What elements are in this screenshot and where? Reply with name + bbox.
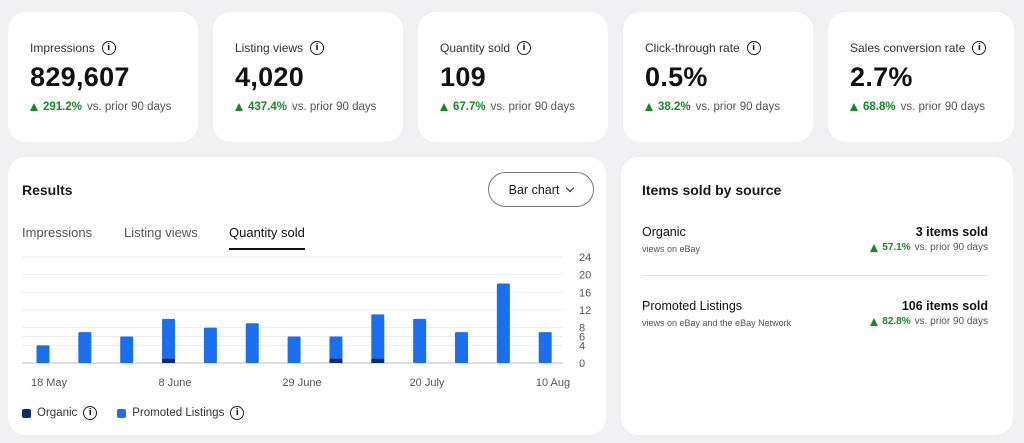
arrow-up-icon <box>235 103 243 111</box>
kpi-value: 2.7% <box>850 62 913 92</box>
bar-promoted-listings[interactable] <box>371 314 385 359</box>
source-name: Organic <box>642 225 686 239</box>
kpi-value: 0.5% <box>645 62 708 92</box>
source-comparison: vs. prior 90 days <box>914 242 988 253</box>
y-tick-label: 4 <box>579 340 585 352</box>
kpi-change: 68.8% <box>863 101 896 113</box>
x-tick-label: 18 May <box>31 377 68 389</box>
bar-promoted-listings[interactable] <box>455 332 468 363</box>
y-tick-label: 24 <box>579 252 591 264</box>
bar-promoted-listings[interactable] <box>203 327 217 363</box>
arrow-up-icon <box>440 103 448 111</box>
arrow-up-icon <box>645 103 653 111</box>
kpi-comparison: vs. prior 90 days <box>490 101 575 113</box>
bar-organic[interactable] <box>162 358 176 363</box>
kpi-change: 67.7% <box>453 101 486 113</box>
kpi-label: Quantity sold <box>440 41 511 55</box>
kpi-comparison: vs. prior 90 days <box>695 101 780 113</box>
y-tick-label: 20 <box>579 270 591 282</box>
info-icon[interactable]: i <box>101 41 116 55</box>
divider <box>642 275 988 276</box>
x-tick-label: 8 June <box>158 377 191 389</box>
tab-impressions[interactable]: Impressions <box>22 225 93 240</box>
kpi-value: 109 <box>440 62 486 92</box>
bar-promoted-listings[interactable] <box>287 336 301 364</box>
tab-listing-views[interactable]: Listing views <box>124 225 198 240</box>
kpi-change: 291.2% <box>43 101 83 113</box>
legend-item-promoted-listings: Promoted Listings i <box>117 406 245 420</box>
kpi-card-click-through-rate: Click-through rate i 0.5% 38.2% vs. prior … <box>623 12 813 142</box>
results-bar-chart: 0 468 12 16 20 24 18 May 8 June 29 June 20 July 1… <box>22 252 591 389</box>
bar-promoted-listings[interactable] <box>496 283 510 364</box>
chart-type-label: Bar chart <box>508 182 560 197</box>
kpi-card-quantity-sold: Quantity sold i 109 67.7% vs. prior 90 day… <box>418 12 608 142</box>
items-sold-by-source-card: Items sold by source Organic views on eB… <box>621 157 1013 435</box>
bar-promoted-listings[interactable] <box>329 336 343 359</box>
tab-quantity-sold[interactable]: Quantity sold <box>229 225 305 250</box>
bar-promoted-listings[interactable] <box>120 336 134 364</box>
x-tick-label: 29 June <box>282 377 321 389</box>
y-tick-label: 12 <box>579 305 591 317</box>
y-tick-label: 16 <box>579 287 591 299</box>
source-row-promoted-listings: Promoted Listings views on eBay and the … <box>642 299 988 328</box>
kpi-change: 38.2% <box>658 101 691 113</box>
arrow-up-icon <box>30 103 38 111</box>
info-icon[interactable]: i <box>230 406 245 420</box>
kpi-label: Impressions <box>30 41 95 55</box>
kpi-label: Sales conversion rate <box>850 41 966 55</box>
kpi-value: 4,020 <box>235 62 305 92</box>
info-icon[interactable]: i <box>310 41 325 55</box>
y-tick-label: 6 <box>579 332 585 344</box>
kpi-label: Listing views <box>235 41 304 55</box>
chart-type-dropdown[interactable]: Bar chart <box>488 172 594 207</box>
kpi-change: 437.4% <box>248 101 288 113</box>
source-title: Items sold by source <box>642 182 782 198</box>
kpi-comparison: vs. prior 90 days <box>87 101 172 113</box>
x-tick-label: 10 Aug <box>536 377 570 389</box>
source-items-sold: 106 items sold <box>901 299 988 313</box>
legend-label: Organic <box>37 407 78 419</box>
bar-promoted-listings[interactable] <box>36 345 50 363</box>
bar-promoted-listings[interactable] <box>538 332 552 363</box>
legend-swatch <box>117 408 127 418</box>
source-change: 82.8% <box>882 316 911 327</box>
y-tick-label: 8 <box>579 323 585 335</box>
y-tick-label: 0 <box>579 358 585 370</box>
kpi-card-listing-views: Listing views i 4,020 437.4% vs. prior 90 … <box>213 12 403 142</box>
bar-promoted-listings[interactable] <box>245 323 259 363</box>
bar-organic[interactable] <box>329 358 343 363</box>
bar-promoted-listings[interactable] <box>413 318 427 363</box>
kpi-card-sales-conversion-rate: Sales conversion rate i 2.7% 68.8% vs. pri… <box>828 12 1014 142</box>
bar-promoted-listings[interactable] <box>78 332 92 363</box>
source-row-organic: Organic views on eBay 3 items sold 57.1%… <box>642 225 988 254</box>
results-title: Results <box>22 182 73 198</box>
source-description: views on eBay and the eBay Network <box>642 318 792 328</box>
legend-item-organic: Organic i <box>22 406 98 420</box>
kpi-comparison: vs. prior 90 days <box>900 101 985 113</box>
info-icon[interactable]: i <box>972 41 987 55</box>
bar-promoted-listings[interactable] <box>162 318 176 359</box>
source-items-sold: 3 items sold <box>915 225 988 239</box>
arrow-up-icon <box>850 103 858 111</box>
kpi-label: Click-through rate <box>645 41 740 55</box>
results-card: Results Bar chart Impressions Listing vi… <box>8 157 606 435</box>
kpi-card-impressions: Impressions i 829,607 291.2% vs. prior 90 … <box>8 12 198 142</box>
legend-label: Promoted Listings <box>132 407 225 419</box>
source-description: views on eBay <box>642 244 701 254</box>
info-icon[interactable]: i <box>83 406 98 420</box>
legend-swatch <box>22 408 31 418</box>
kpi-comparison: vs. prior 90 days <box>292 101 377 113</box>
arrow-up-icon <box>870 317 879 326</box>
source-comparison: vs. prior 90 days <box>914 316 988 327</box>
info-icon[interactable]: i <box>746 41 761 55</box>
arrow-up-icon <box>870 243 879 252</box>
x-tick-label: 20 July <box>410 377 445 389</box>
source-name: Promoted Listings <box>642 299 743 313</box>
source-change: 57.1% <box>882 242 911 253</box>
kpi-value: 829,607 <box>30 62 130 92</box>
info-icon[interactable]: i <box>517 41 532 55</box>
chart-legend: Organic i Promoted Listings i <box>22 406 264 420</box>
bar-organic[interactable] <box>371 358 385 363</box>
